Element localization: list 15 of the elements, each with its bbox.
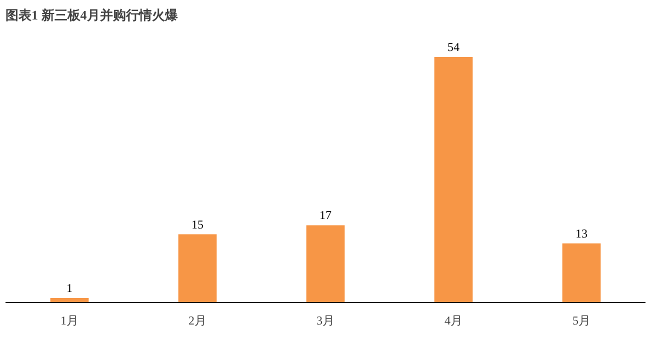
data-label: 13 <box>576 226 588 240</box>
chart-title: 图表1 新三板4月并购行情火爆 <box>6 8 179 22</box>
bar <box>562 243 601 302</box>
x-tick-label: 4月 <box>444 314 462 328</box>
data-label: 1 <box>66 280 72 295</box>
x-tick-label: 2月 <box>188 314 206 328</box>
x-tick-label: 5月 <box>572 314 590 328</box>
data-label: 15 <box>192 217 204 232</box>
data-label: 17 <box>320 208 332 222</box>
bar <box>178 234 217 302</box>
x-tick-label: 1月 <box>60 314 78 328</box>
bar <box>306 225 345 302</box>
bar <box>434 56 473 302</box>
data-label: 54 <box>448 40 460 54</box>
x-tick-label: 3月 <box>316 314 334 328</box>
